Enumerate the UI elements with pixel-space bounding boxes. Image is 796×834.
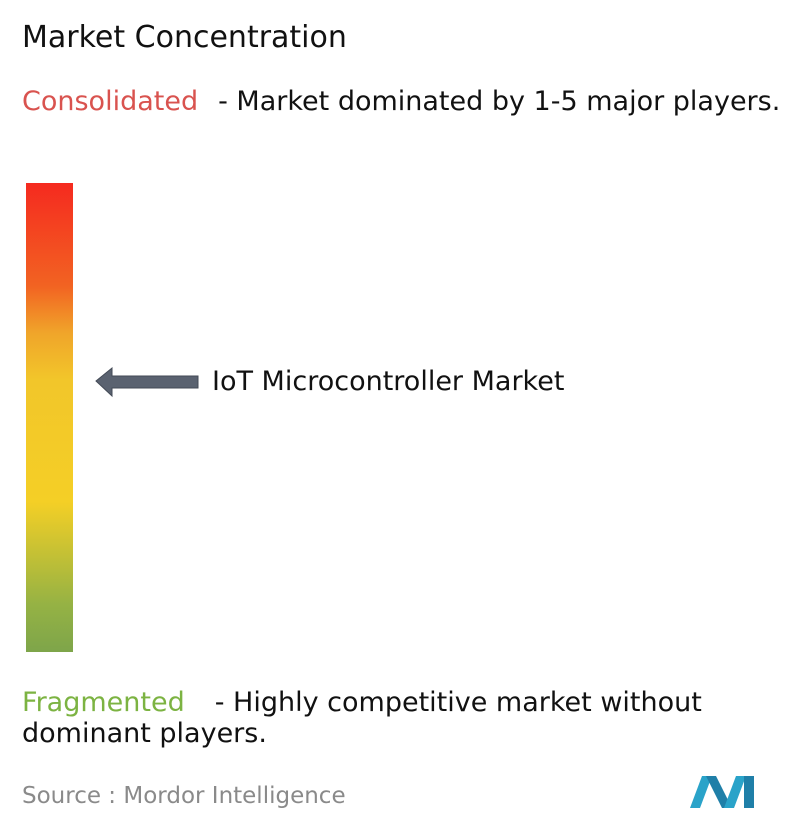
concentration-gradient-bar bbox=[26, 183, 73, 652]
consolidated-label: Consolidated bbox=[22, 86, 199, 117]
source: Source : Mordor Intelligence bbox=[22, 780, 346, 812]
fragmented-row: Fragmented - Highly competitive market wi… bbox=[22, 687, 792, 749]
source-label: Source : bbox=[22, 783, 117, 809]
logo-part bbox=[706, 776, 732, 808]
marker-label: IoT Microcontroller Market bbox=[212, 366, 565, 397]
fragmented-description: - Highly competitive market without domi… bbox=[22, 687, 702, 749]
logo-part bbox=[690, 776, 712, 808]
consolidated-row: Consolidated - Market dominated by 1-5 ma… bbox=[22, 86, 792, 117]
logo-part bbox=[724, 776, 746, 808]
source-value: Mordor Intelligence bbox=[123, 783, 346, 809]
logo-part bbox=[744, 776, 754, 808]
title: Market Concentration bbox=[22, 20, 347, 55]
fragmented-label: Fragmented bbox=[22, 687, 185, 718]
consolidated-description: - Market dominated by 1-5 major players. bbox=[218, 86, 781, 117]
arrow-shape bbox=[95, 366, 199, 398]
marker-arrow bbox=[95, 366, 199, 398]
logo bbox=[690, 776, 754, 808]
